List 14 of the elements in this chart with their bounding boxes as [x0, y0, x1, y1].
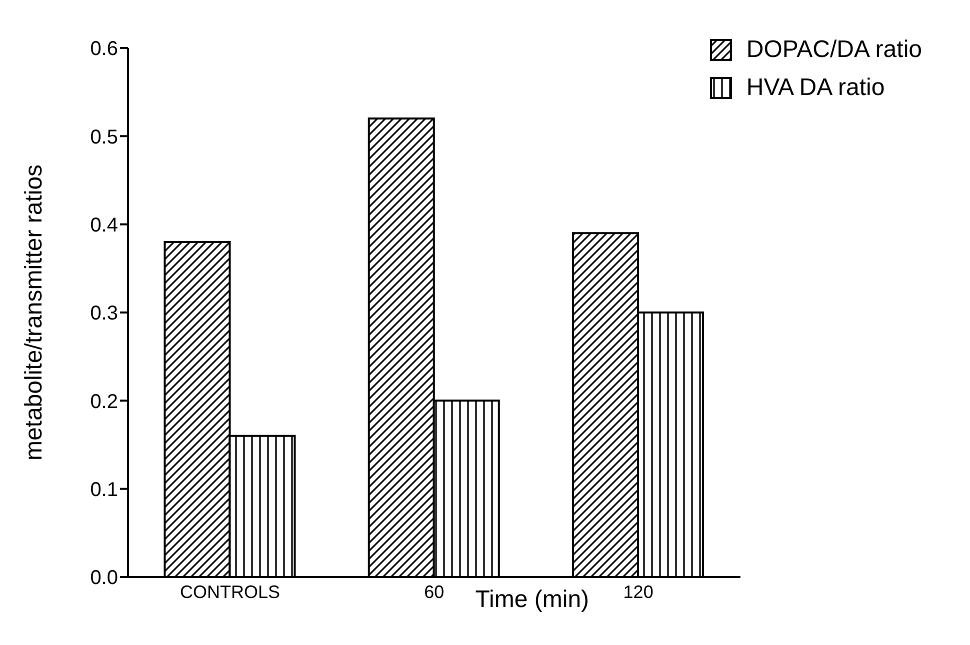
x-tick-label: CONTROLS [180, 582, 280, 602]
y-tick-label: 0.4 [90, 214, 118, 236]
y-tick-label: 0.1 [90, 478, 118, 501]
y-tick-label: 0.6 [90, 38, 118, 60]
legend-label: DOPAC/DA ratio [746, 36, 922, 64]
y-tick-label: 0.5 [90, 126, 118, 148]
y-tick-label: 0.3 [90, 302, 118, 325]
y-tick-label: 0.0 [90, 567, 118, 590]
legend-label: HVA DA ratio [746, 74, 885, 102]
x-tick-label: 120 [623, 582, 654, 602]
y-axis-title: metabolite/transmitter ratios [20, 164, 48, 461]
y-tick-label: 0.2 [90, 390, 118, 413]
x-tick-label: 60 [424, 582, 444, 602]
x-axis-title: Time (min) [475, 586, 590, 613]
